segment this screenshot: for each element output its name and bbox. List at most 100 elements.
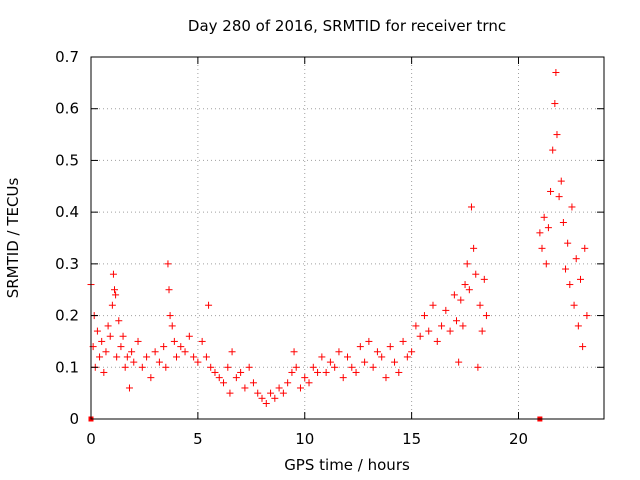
y-tick-label: 0.4 [55,203,79,221]
data-point [292,363,300,371]
data-point [207,363,215,371]
data-point [583,312,591,320]
data-point [224,363,232,371]
data-point [185,332,193,340]
data-point [403,353,411,361]
data-point [267,389,275,397]
data-point [331,363,339,371]
data-point [570,301,578,309]
data-point [562,265,570,273]
y-tick-label: 0.6 [55,100,79,118]
data-point [245,363,253,371]
data-point [412,322,420,330]
data-point [228,348,236,356]
data-point [373,348,381,356]
data-point [564,239,572,247]
data-point [314,368,322,376]
data-point [115,317,123,325]
data-point [429,301,437,309]
data-point [455,358,463,366]
data-point [450,291,458,299]
data-point [369,363,377,371]
data-points [87,69,591,422]
x-axis-label: GPS time / hours [284,456,410,474]
data-point [542,260,550,268]
data-point [271,394,279,402]
data-point [472,270,480,278]
data-point [425,327,433,335]
data-point [102,348,110,356]
x-tick-label: 15 [402,430,421,448]
data-point [119,332,127,340]
data-point [574,322,582,330]
data-point [170,337,178,345]
data-point [352,368,360,376]
data-point [566,281,574,289]
data-point [538,244,546,252]
data-point [98,337,106,345]
grid [91,57,604,419]
data-point [290,348,298,356]
data-point [117,343,125,351]
data-point [318,353,326,361]
data-point [420,312,428,320]
data-point [165,286,173,294]
x-tick-label: 10 [295,430,314,448]
data-point [108,301,116,309]
data-point [474,363,482,371]
data-point [559,218,567,226]
y-tick-label: 0.1 [55,358,79,376]
data-point [476,301,484,309]
data-point [576,275,584,283]
data-point [279,389,287,397]
y-tick-label: 0.7 [55,48,79,66]
data-point [446,327,454,335]
data-point [457,296,465,304]
data-point [557,177,565,185]
data-point [356,343,364,351]
data-point [194,358,202,366]
y-tick-label: 0.3 [55,255,79,273]
data-point [482,312,490,320]
data-point [258,394,266,402]
data-point [215,374,223,382]
data-point [130,358,138,366]
data-point [125,384,133,392]
data-point [155,358,163,366]
data-point [442,306,450,314]
data-point [106,332,114,340]
data-point [113,353,121,361]
data-point [467,203,475,211]
data-point [348,363,356,371]
data-point [237,368,245,376]
data-point [536,229,544,237]
data-point [463,260,471,268]
data-point [540,213,548,221]
data-point [284,379,292,387]
plot-frame [90,56,605,420]
data-point [386,343,394,351]
data-point [361,358,369,366]
data-point [581,244,589,252]
data-point [160,343,168,351]
x-tick-label: 0 [86,430,96,448]
data-point [168,322,176,330]
data-point [112,291,120,299]
x-tick-label: 20 [509,430,528,448]
data-point [480,275,488,283]
data-point [181,348,189,356]
data-point [288,368,296,376]
data-point [408,348,416,356]
data-point [378,353,386,361]
data-point [164,260,172,268]
data-point [335,348,343,356]
data-point [220,379,228,387]
data-point [254,389,262,397]
data-point [470,244,478,252]
data-point [572,255,580,263]
data-point [339,374,347,382]
data-point [143,353,151,361]
data-point [544,224,552,232]
data-point [138,363,146,371]
